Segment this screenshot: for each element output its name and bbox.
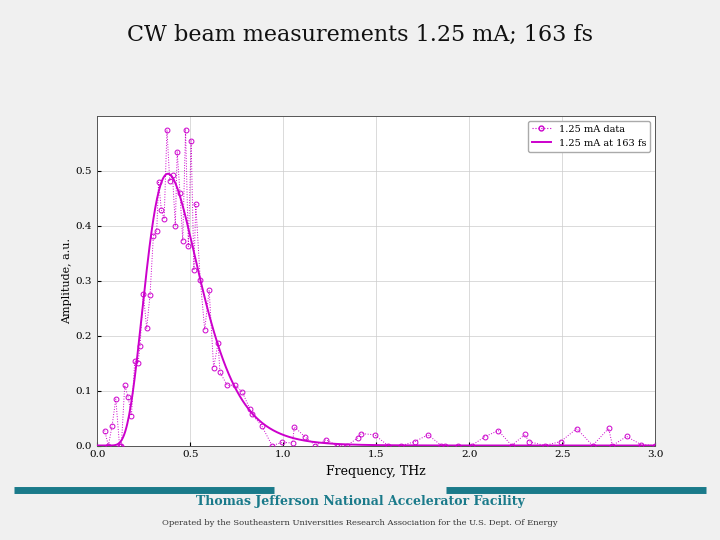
Legend: 1.25 mA data, 1.25 mA at 163 fs: 1.25 mA data, 1.25 mA at 163 fs — [528, 121, 650, 152]
X-axis label: Frequency, THz: Frequency, THz — [326, 465, 426, 478]
Text: CW beam measurements 1.25 mA; 163 fs: CW beam measurements 1.25 mA; 163 fs — [127, 24, 593, 46]
Text: Thomas Jefferson National Accelerator Facility: Thomas Jefferson National Accelerator Fa… — [196, 495, 524, 508]
Text: Operated by the Southeastern Universities Research Association for the U.S. Dept: Operated by the Southeastern Universitie… — [162, 519, 558, 526]
Y-axis label: Amplitude, a.u.: Amplitude, a.u. — [62, 238, 72, 324]
